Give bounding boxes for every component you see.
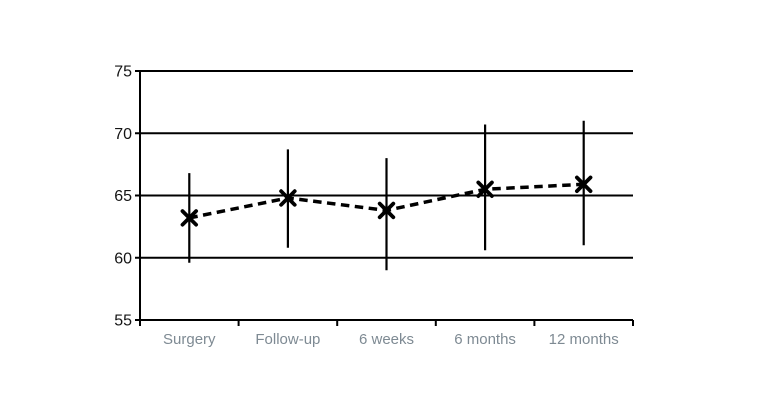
y-tick-label: 55 bbox=[114, 313, 132, 330]
x-category-label: Surgery bbox=[163, 331, 216, 348]
y-tick-label: 70 bbox=[114, 126, 132, 143]
y-tick-label: 65 bbox=[114, 188, 132, 205]
x-marker-stroke bbox=[279, 189, 297, 207]
x-marker-stroke bbox=[575, 175, 593, 193]
y-tick-label: 60 bbox=[114, 250, 132, 267]
x-marker-icon bbox=[476, 180, 494, 198]
x-category-label: Follow-up bbox=[255, 331, 320, 348]
x-marker-stroke bbox=[377, 201, 396, 220]
x-marker-icon bbox=[575, 175, 593, 193]
x-category-label: 12 months bbox=[549, 331, 619, 348]
x-category-label: 6 months bbox=[454, 331, 516, 348]
x-marker-icon bbox=[377, 201, 396, 220]
x-category-label: 6 weeks bbox=[359, 331, 414, 348]
x-marker-stroke bbox=[476, 180, 494, 198]
y-tick-label: 75 bbox=[114, 64, 132, 81]
x-marker-icon bbox=[279, 189, 297, 207]
x-marker-icon bbox=[180, 209, 199, 227]
x-marker-stroke bbox=[180, 209, 199, 227]
